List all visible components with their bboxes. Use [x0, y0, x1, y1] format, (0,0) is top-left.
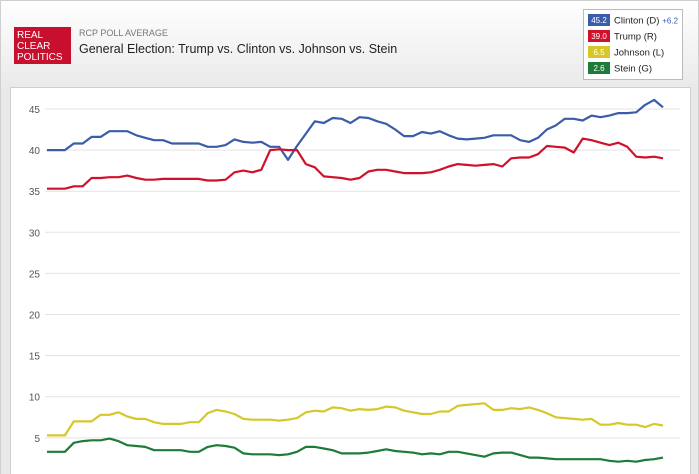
legend-label: Clinton (D): [614, 16, 659, 27]
legend-label: Stein (G): [614, 64, 652, 75]
legend-swatch: [588, 46, 610, 58]
legend-swatch: [588, 30, 610, 42]
y-tick-label: 40: [29, 146, 41, 157]
y-tick-label: 35: [29, 187, 41, 198]
logo-text: POLITICS: [17, 52, 63, 63]
subtitle: RCP POLL AVERAGE: [79, 28, 168, 38]
logo-text: REAL: [17, 30, 44, 41]
spread-label: +6.2: [662, 17, 678, 26]
chart-title: General Election: Trump vs. Clinton vs. …: [79, 42, 397, 56]
series-line: [47, 437, 664, 463]
plot-panel: [10, 87, 691, 474]
y-tick-label: 45: [29, 105, 41, 116]
logo-box: [14, 27, 71, 64]
legend-value: 6.5: [593, 48, 605, 57]
series-line: [47, 98, 664, 161]
y-tick-label: 15: [29, 352, 41, 363]
series-line: [47, 402, 664, 437]
legend-value: 2.6: [593, 64, 605, 73]
y-tick-label: 25: [29, 269, 41, 280]
legend-value: 39.0: [591, 32, 607, 41]
legend-label: Johnson (L): [614, 48, 664, 59]
y-tick-label: 30: [29, 228, 41, 239]
legend-value: 45.2: [591, 16, 607, 25]
y-tick-label: 5: [34, 434, 40, 445]
legend-swatch: [588, 14, 610, 26]
legend-swatch: [588, 62, 610, 74]
legend-label: Trump (R): [614, 32, 657, 43]
series-line: [47, 137, 664, 190]
logo-text: CLEAR: [17, 41, 50, 52]
y-tick-label: 20: [29, 311, 41, 322]
y-tick-label: 10: [29, 393, 41, 404]
